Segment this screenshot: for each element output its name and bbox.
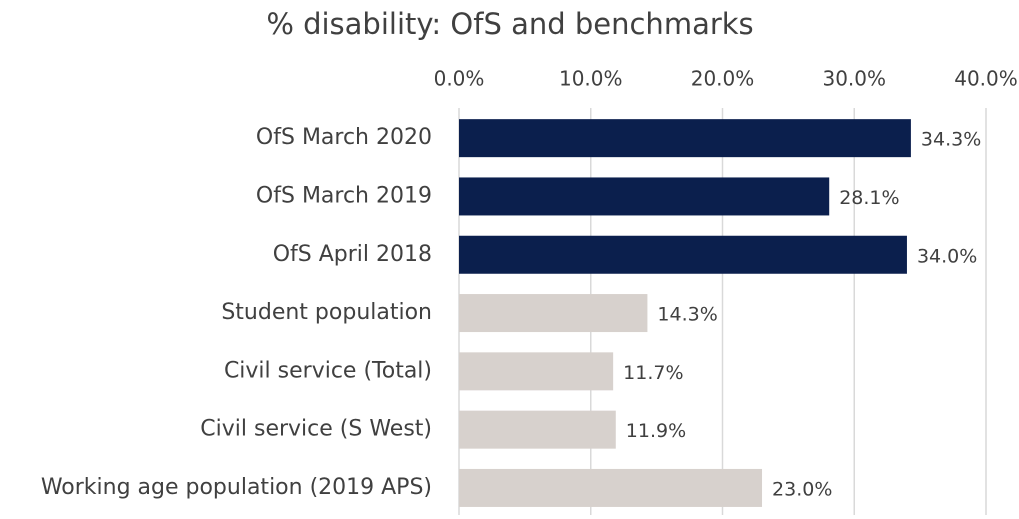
y-tick-label: Working age population (2019 APS) (41, 475, 432, 500)
x-tick-label: 0.0% (434, 67, 485, 91)
bar (459, 294, 648, 333)
bar (459, 410, 616, 449)
x-tick-label: 40.0% (954, 67, 1018, 91)
x-tick-label: 30.0% (822, 67, 886, 91)
bar (459, 235, 907, 274)
data-label: 34.3% (921, 129, 981, 151)
x-tick-label: 10.0% (559, 67, 623, 91)
y-tick-label: Civil service (S West) (200, 417, 432, 442)
bar (459, 177, 830, 216)
data-label: 11.7% (623, 362, 683, 384)
bar (459, 352, 614, 391)
x-tick-label: 20.0% (691, 67, 755, 91)
bar (459, 119, 911, 158)
y-tick-label: OfS April 2018 (273, 242, 432, 267)
y-tick-label: Student population (221, 300, 432, 325)
y-tick-label: Civil service (Total) (224, 358, 432, 383)
bar (459, 468, 763, 507)
chart-title: % disability: OfS and benchmarks (266, 7, 753, 41)
data-label: 11.9% (626, 420, 686, 442)
data-label: 14.3% (657, 304, 717, 326)
data-label: 34.0% (917, 245, 977, 267)
data-label: 28.1% (839, 187, 899, 209)
y-tick-label: OfS March 2020 (256, 125, 432, 150)
data-label: 23.0% (772, 478, 832, 500)
y-tick-label: OfS March 2019 (256, 183, 432, 208)
